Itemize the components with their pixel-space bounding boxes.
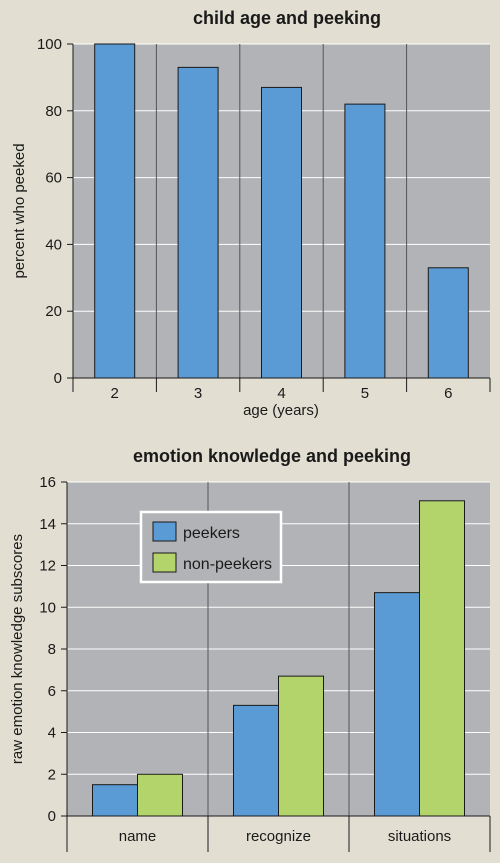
bar-age-5	[344, 103, 386, 379]
x-tick-label: situations	[388, 828, 451, 845]
bar-age-6	[427, 267, 469, 379]
bar-non-peekers-name	[137, 773, 183, 817]
chart2-title: emotion knowledge and peeking	[133, 446, 411, 466]
x-tick-label: 3	[194, 385, 202, 402]
bar-non-peekers-situations	[419, 500, 465, 817]
bar-non-peekers-recognize	[278, 675, 324, 817]
chart1-x-tick-labels: 2 3 4 5 6	[111, 385, 453, 402]
chart1-y-axis-label: percent who peeked	[11, 143, 28, 278]
chart1-bars	[94, 43, 469, 379]
x-tick-label: 4	[277, 385, 285, 402]
chart2-y-tick-labels: 0 2 4 6 8 10 12 14 16	[39, 474, 56, 825]
legend-label-non-peekers: non-peekers	[183, 556, 272, 573]
y-tick-label: 80	[45, 103, 62, 120]
bar-peekers-recognize	[233, 704, 279, 817]
bar-age-3	[177, 66, 219, 379]
chart2-legend: peekers non-peekers	[139, 510, 283, 584]
y-tick-label: 2	[48, 766, 56, 783]
y-tick-label: 6	[48, 683, 56, 700]
y-tick-label: 10	[39, 599, 56, 616]
y-tick-label: 0	[54, 370, 62, 387]
chart1-axes	[67, 43, 491, 392]
y-tick-label: 0	[48, 808, 56, 825]
x-tick-label: 5	[361, 385, 369, 402]
bar-peekers-name	[92, 784, 138, 817]
chart1-title: child age and peeking	[193, 8, 381, 28]
y-tick-label: 20	[45, 303, 62, 320]
y-tick-label: 16	[39, 474, 56, 491]
chart2-axes	[61, 481, 491, 852]
chart2-y-axis-label: raw emotion knowledge subscores	[9, 534, 26, 764]
chart2-x-tick-labels: name recognize situations	[119, 828, 451, 845]
legend-label-peekers: peekers	[183, 525, 240, 542]
y-tick-label: 14	[39, 516, 56, 533]
y-tick-label: 40	[45, 236, 62, 253]
chart-emotion-knowledge: emotion knowledge and peeking 0 2 4 6 8 10 12 1…	[9, 446, 491, 852]
x-tick-label: 6	[444, 385, 452, 402]
x-tick-label: 2	[111, 385, 119, 402]
y-tick-label: 8	[48, 641, 56, 658]
x-tick-label: recognize	[246, 828, 311, 845]
chart2-bars	[92, 500, 465, 817]
bar-peekers-situations	[374, 592, 420, 817]
chart1-y-tick-labels: 0 20 40 60 80 100	[37, 36, 62, 387]
y-tick-label: 60	[45, 170, 62, 187]
legend-swatch-peekers	[152, 521, 177, 542]
chart1-x-axis-label: age (years)	[243, 402, 319, 419]
legend-swatch-non-peekers	[152, 552, 177, 573]
y-tick-label: 12	[39, 558, 56, 575]
bar-age-4	[261, 86, 302, 379]
chart-age-peeking: child age and peeking 0 20 40 60 80 100 2 3 4 5 6…	[11, 8, 491, 419]
y-tick-label: 4	[48, 725, 56, 742]
x-tick-label: name	[119, 828, 157, 845]
y-tick-label: 100	[37, 36, 62, 53]
bar-age-2	[94, 43, 136, 379]
